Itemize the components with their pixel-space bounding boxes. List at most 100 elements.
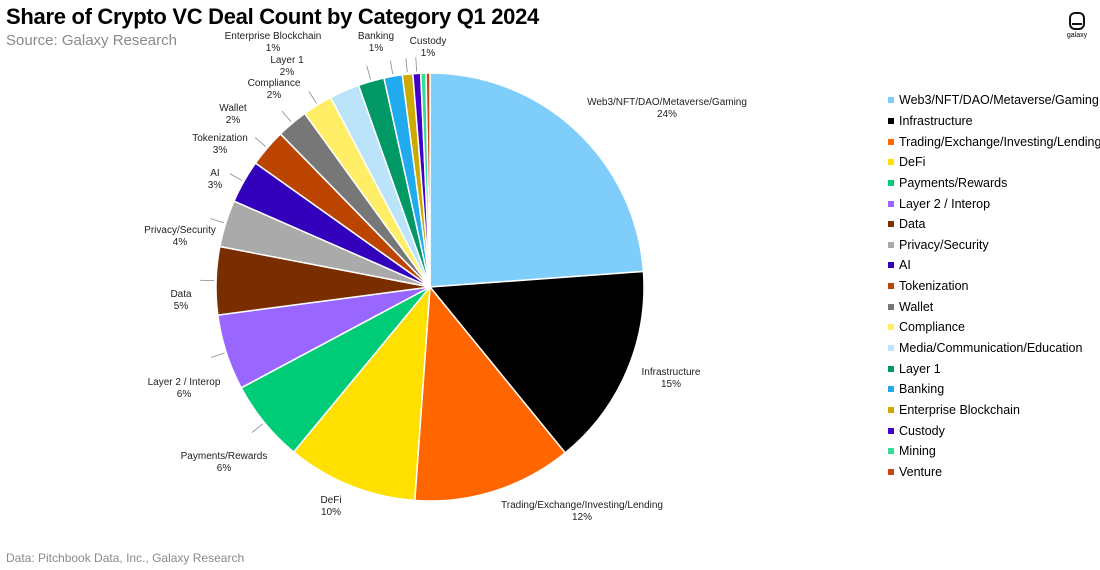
legend-swatch bbox=[888, 468, 894, 475]
legend-item: Venture bbox=[888, 462, 1100, 483]
slice-name-label-9: AI bbox=[210, 168, 219, 179]
legend-label: Mining bbox=[899, 444, 936, 459]
legend-item: Mining bbox=[888, 441, 1100, 462]
legend-label: Enterprise Blockchain bbox=[899, 402, 1020, 417]
pie-slice-2 bbox=[428, 270, 645, 454]
legend-label: Trading/Exchange/Investing/Lending bbox=[899, 134, 1100, 149]
legend-item: Web3/NFT/DAO/Metaverse/Gaming bbox=[888, 90, 1100, 111]
data-source-footer: Data: Pitchbook Data, Inc., Galaxy Resea… bbox=[6, 551, 245, 565]
legend-label: Layer 1 bbox=[899, 361, 941, 376]
legend-item: Layer 2 / Interop bbox=[888, 193, 1100, 214]
legend-swatch bbox=[888, 406, 894, 413]
legend-swatch bbox=[888, 221, 894, 228]
slice-value-label-8: 4% bbox=[173, 237, 188, 248]
legend-item: Wallet bbox=[888, 296, 1100, 317]
slice-value-label-4: 10% bbox=[321, 507, 341, 518]
slice-name-label-6: Layer 2 / Interop bbox=[148, 377, 221, 388]
legend-item: Enterprise Blockchain bbox=[888, 400, 1100, 421]
slice-value-label-6: 6% bbox=[177, 389, 192, 400]
legend-label: Custody bbox=[899, 423, 945, 438]
legend-item: Compliance bbox=[888, 317, 1100, 338]
legend-item: AI bbox=[888, 255, 1100, 276]
legend-item: Infrastructure bbox=[888, 111, 1100, 132]
legend-item: Trading/Exchange/Investing/Lending bbox=[888, 131, 1100, 152]
leader-line-5 bbox=[251, 423, 264, 433]
slice-value-label-12: 2% bbox=[267, 90, 282, 101]
leader-line-15 bbox=[389, 60, 394, 75]
legend-label: Layer 2 / Interop bbox=[899, 196, 991, 211]
slice-name-label-5: Payments/Rewards bbox=[181, 451, 268, 462]
chart-title: Share of Crypto VC Deal Count by Categor… bbox=[6, 4, 539, 29]
slice-value-label-9: 3% bbox=[208, 180, 223, 191]
chart-subtitle: Source: Galaxy Research bbox=[6, 32, 177, 49]
slice-value-label-11: 2% bbox=[226, 115, 241, 126]
legend-swatch bbox=[888, 138, 894, 145]
legend-item: Banking bbox=[888, 379, 1100, 400]
legend-item: Media/Communication/Education bbox=[888, 338, 1100, 359]
legend-item: Layer 1 bbox=[888, 358, 1100, 379]
legend-label: DeFi bbox=[899, 155, 926, 170]
legend-label: Compliance bbox=[899, 320, 966, 335]
slice-value-label-7: 5% bbox=[174, 301, 189, 312]
legend-swatch bbox=[888, 283, 894, 290]
slice-name-label-12: Compliance bbox=[248, 78, 301, 89]
legend-label: Wallet bbox=[899, 299, 934, 314]
leader-line-12 bbox=[308, 91, 317, 104]
legend-label: Payments/Rewards bbox=[899, 175, 1008, 190]
legend-swatch bbox=[888, 303, 894, 310]
slice-name-label-3: Trading/Exchange/Investing/Lending bbox=[501, 500, 663, 511]
legend-item: Privacy/Security bbox=[888, 234, 1100, 255]
legend-label: Banking bbox=[899, 382, 945, 397]
legend-swatch bbox=[888, 200, 894, 207]
legend-label: Privacy/Security bbox=[899, 237, 989, 252]
legend-swatch bbox=[888, 159, 894, 166]
legend-swatch bbox=[888, 365, 894, 372]
galaxy-logo: galaxy bbox=[1062, 12, 1092, 39]
legend-item: Custody bbox=[888, 420, 1100, 441]
slice-name-label-2: Infrastructure bbox=[642, 367, 701, 378]
slice-name-label-4: DeFi bbox=[320, 495, 341, 506]
slice-value-label-16: 1% bbox=[266, 43, 281, 54]
leader-line-17 bbox=[415, 57, 418, 72]
legend-label: Web3/NFT/DAO/Metaverse/Gaming bbox=[899, 93, 1099, 108]
slice-name-label-7: Data bbox=[170, 289, 192, 300]
legend-item: DeFi bbox=[888, 152, 1100, 173]
leader-line-14 bbox=[366, 65, 371, 80]
legend-swatch bbox=[888, 97, 894, 104]
galaxy-logo-icon bbox=[1069, 12, 1085, 30]
legend-label: Infrastructure bbox=[899, 113, 973, 128]
leader-line-6 bbox=[210, 352, 225, 358]
legend-label: AI bbox=[899, 258, 911, 273]
leader-line-16 bbox=[405, 58, 408, 73]
legend-item: Tokenization bbox=[888, 276, 1100, 297]
slice-name-label-17: Custody bbox=[410, 36, 447, 47]
pie-slice-3 bbox=[413, 285, 567, 502]
legend-swatch bbox=[888, 427, 894, 434]
leader-line-11 bbox=[281, 110, 292, 122]
legend-swatch bbox=[888, 262, 894, 269]
slice-value-label-3: 12% bbox=[572, 512, 592, 523]
slice-name-label-16: Enterprise Blockchain bbox=[225, 31, 322, 42]
legend-swatch bbox=[888, 179, 894, 186]
slice-value-label-10: 3% bbox=[213, 145, 228, 156]
legend-label: Data bbox=[899, 217, 926, 232]
pie-slice-19 bbox=[425, 72, 431, 288]
legend-label: Tokenization bbox=[899, 279, 969, 294]
pie-slice-1 bbox=[429, 72, 645, 288]
legend-item: Data bbox=[888, 214, 1100, 235]
legend-swatch bbox=[888, 386, 894, 393]
slice-name-label-8: Privacy/Security bbox=[144, 225, 216, 236]
legend-label: Media/Communication/Education bbox=[899, 341, 1083, 355]
legend-swatch bbox=[888, 324, 894, 331]
slice-name-label-15: Banking bbox=[358, 31, 394, 42]
slice-value-label-14: 2% bbox=[280, 67, 295, 78]
chart-legend: Web3/NFT/DAO/Metaverse/Gaming Infrastruct… bbox=[888, 90, 1100, 482]
slice-name-label-11: Wallet bbox=[219, 103, 247, 114]
slice-name-label-14: Layer 1 bbox=[270, 55, 304, 66]
slice-name-label-10: Tokenization bbox=[192, 133, 248, 144]
legend-label: Venture bbox=[899, 464, 943, 479]
legend-swatch bbox=[888, 448, 894, 455]
pie-slice-4 bbox=[292, 284, 431, 502]
galaxy-logo-text: galaxy bbox=[1066, 32, 1088, 39]
